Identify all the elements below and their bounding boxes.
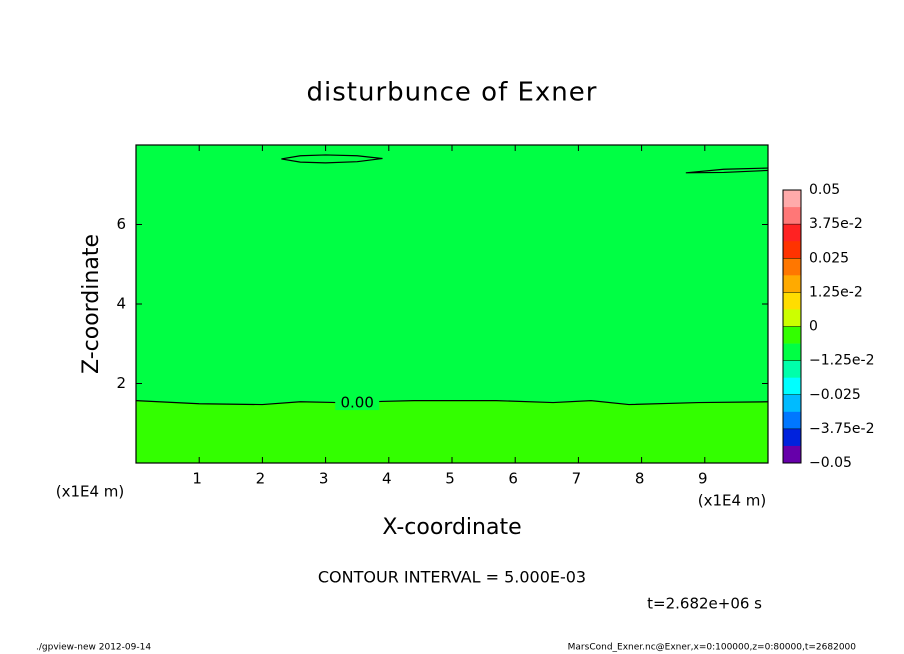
contour-label-bg xyxy=(335,394,380,411)
colorbar-band xyxy=(783,224,801,242)
x-tick-label: 7 xyxy=(572,470,582,488)
colorbar-band xyxy=(783,190,801,208)
x-tick-label: 8 xyxy=(635,470,645,488)
colorbar-label: 1.25e-2 xyxy=(809,284,863,300)
colorbar-label: 0.025 xyxy=(809,250,849,266)
colorbar-band xyxy=(783,377,801,396)
chart-title: disturbunce of Exner xyxy=(307,78,598,108)
x-tick-label: 4 xyxy=(382,470,392,488)
y-tick-label: 6 xyxy=(116,215,126,233)
colorbar-label: −0.025 xyxy=(809,387,861,403)
colorbar-label: 0.05 xyxy=(809,182,840,198)
colorbar-band xyxy=(783,207,801,225)
field-region xyxy=(136,400,768,463)
colorbar-label: 0 xyxy=(809,319,818,335)
time-label: t=2.682e+06 s xyxy=(647,595,762,613)
colorbar-band xyxy=(783,445,801,464)
contour-line xyxy=(281,154,383,164)
x-tick-label: 3 xyxy=(319,470,329,488)
colorbar-label: −1.25e-2 xyxy=(809,353,874,369)
y-axis-label: Z-coordinate xyxy=(79,234,104,374)
colorbar-band xyxy=(783,275,801,293)
contour-line xyxy=(685,167,769,174)
y-tick-label: 2 xyxy=(116,374,126,392)
colorbar-band xyxy=(783,360,801,378)
y-unit: (x1E4 m) xyxy=(56,483,125,501)
colorbar-band xyxy=(783,394,801,413)
x-axis-label: X-coordinate xyxy=(382,515,521,540)
y-tick-label: 4 xyxy=(116,295,126,313)
colorbar-band xyxy=(783,428,801,447)
contour-line xyxy=(135,399,769,406)
x-tick-label: 1 xyxy=(192,470,202,488)
x-unit: (x1E4 m) xyxy=(698,492,767,510)
colorbar-band xyxy=(783,411,801,430)
colorbar-band xyxy=(783,309,801,327)
x-tick-label: 6 xyxy=(508,470,518,488)
colorbar-band xyxy=(783,326,801,344)
colorbar-band xyxy=(783,292,801,310)
contour-interval: CONTOUR INTERVAL = 5.000E-03 xyxy=(318,568,586,587)
x-tick-label: 9 xyxy=(698,470,708,488)
x-tick-label: 2 xyxy=(256,470,266,488)
x-tick-label: 5 xyxy=(445,470,455,488)
colorbar-band xyxy=(783,343,801,361)
footer-right: MarsCond_Exner.nc@Exner,x=0:100000,z=0:8… xyxy=(568,643,857,653)
footer-left: ./gpview-new 2012-09-14 xyxy=(36,643,151,653)
colorbar-label: −0.05 xyxy=(809,455,852,471)
contour-label: 0.00 xyxy=(340,394,373,412)
colorbar-label: 3.75e-2 xyxy=(809,216,863,232)
colorbar-band xyxy=(783,241,801,259)
colorbar-band xyxy=(783,258,801,276)
colorbar-label: −3.75e-2 xyxy=(809,421,874,437)
